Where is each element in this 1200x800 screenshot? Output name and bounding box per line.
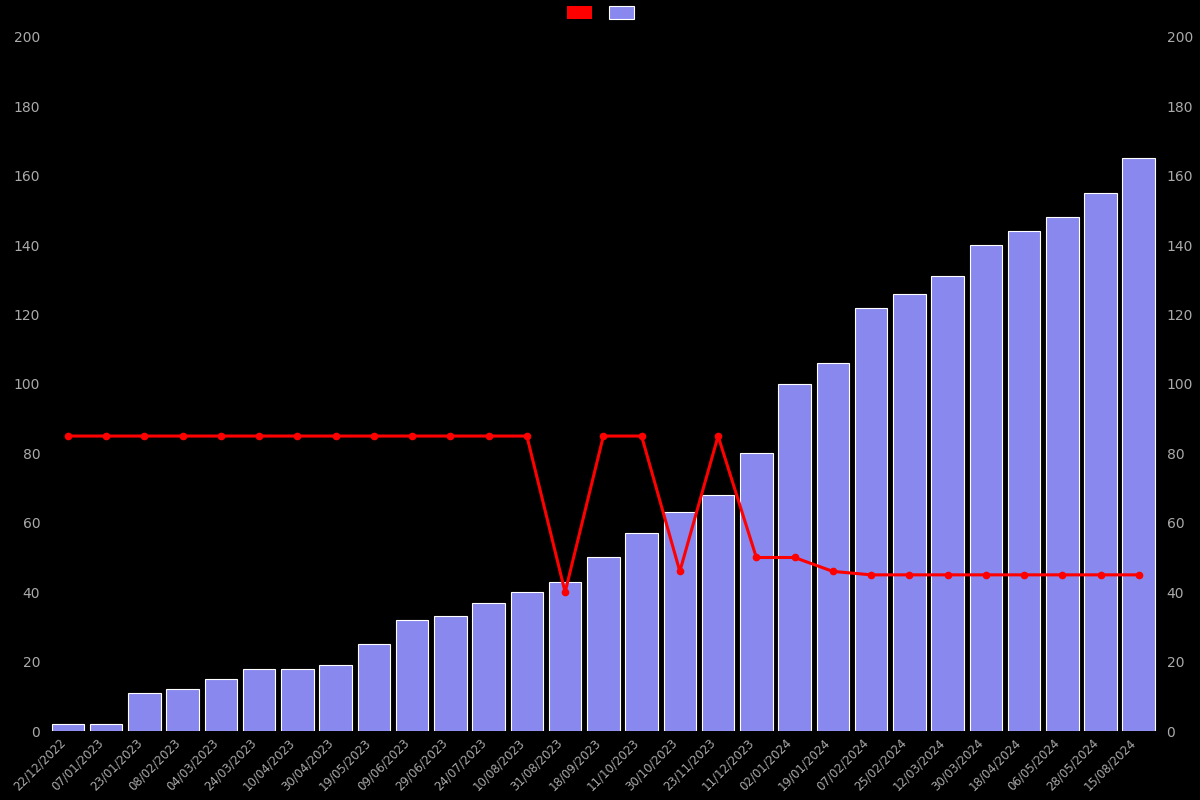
Bar (358, 644, 390, 731)
Bar (931, 277, 964, 731)
Bar (1046, 218, 1079, 731)
Bar (893, 294, 925, 731)
Bar (625, 534, 658, 731)
Bar (90, 724, 122, 731)
Bar (1008, 231, 1040, 731)
Bar (816, 363, 850, 731)
Bar (548, 582, 581, 731)
Bar (52, 724, 84, 731)
Bar (128, 693, 161, 731)
Bar (511, 592, 544, 731)
Bar (702, 495, 734, 731)
Bar (779, 384, 811, 731)
Legend: , : , (563, 2, 643, 25)
Bar (242, 669, 276, 731)
Bar (587, 558, 619, 731)
Bar (740, 454, 773, 731)
Bar (970, 245, 1002, 731)
Bar (205, 679, 238, 731)
Bar (854, 308, 887, 731)
Bar (319, 665, 352, 731)
Bar (167, 690, 199, 731)
Bar (473, 602, 505, 731)
Bar (1085, 193, 1117, 731)
Bar (396, 620, 428, 731)
Bar (1122, 158, 1156, 731)
Bar (664, 512, 696, 731)
Bar (281, 669, 313, 731)
Bar (434, 617, 467, 731)
